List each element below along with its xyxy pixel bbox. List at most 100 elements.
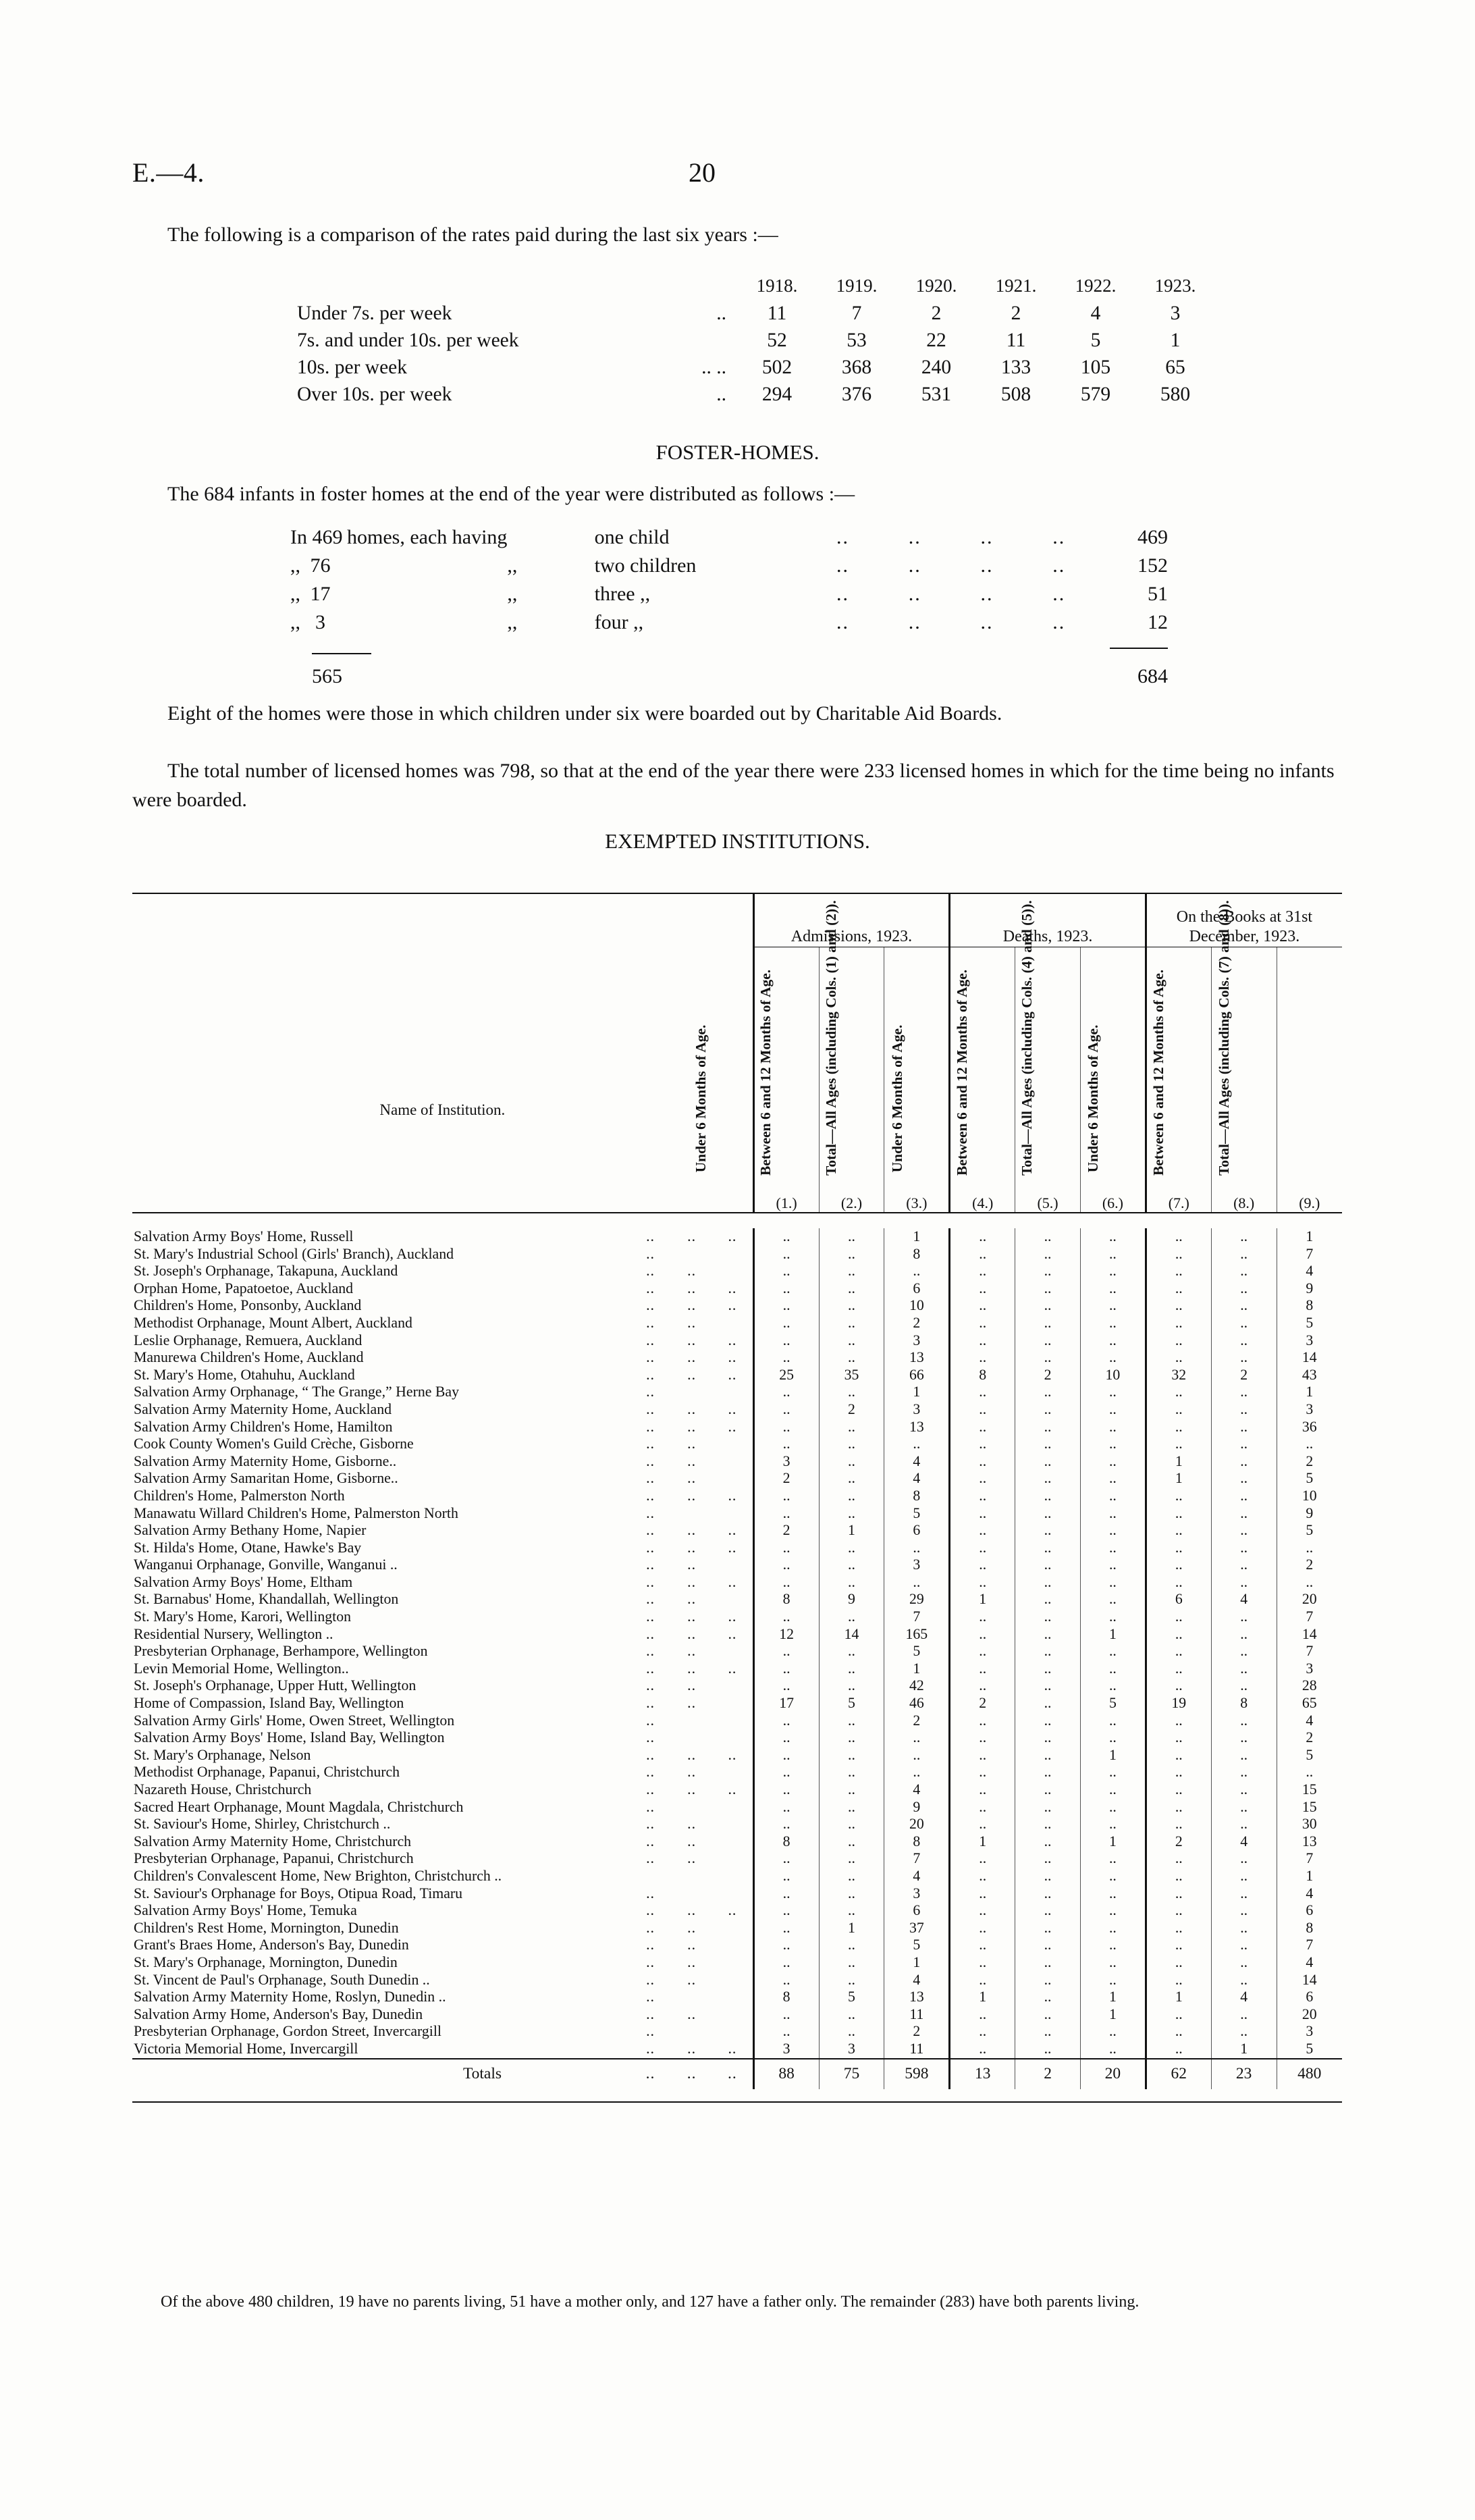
rate-value: 2 [931,302,942,324]
cell-col-8: 4 [1210,1989,1277,2006]
rate-value: 65 [1165,356,1185,378]
cell-col-2: .. [818,1436,884,1453]
table-row: Salvation Army Maternity Home, Roslyn, D… [132,1989,1342,2006]
leader-dots: .. [687,1470,697,1487]
cell-col-1: 3 [752,1452,820,1471]
cell-col-9: 5 [1276,1522,1342,1540]
cell-col-5: .. [1015,1746,1081,1764]
col-number-1: (1.) [752,1101,820,1213]
cell-col-3: .. [884,1573,950,1592]
cell-col-1: 12 [752,1625,820,1644]
cell-col-2: .. [818,1349,884,1367]
foster-count-cell: ,, 76 [290,552,507,580]
foster-homes-word: homes, each having [347,526,508,548]
cell-col-6: .. [1080,2023,1146,2041]
col-header-3: Total—All Ages (including Cols. (1) and … [823,900,950,1176]
cell-col-2: .. [818,1228,884,1246]
rates-header-row: 1918. 1919. 1920. 1921. 1922. 1923. [297,275,1215,300]
leader-dots: .. [646,1487,655,1504]
table-row: ,, 76 ,, two children .. .. .. .. 152 [290,552,1168,580]
cell-col-9: 4 [1276,1953,1342,1972]
leader-dots: .. [646,1228,655,1244]
cell-col-3: 2 [884,1712,950,1730]
cell-col-7: .. [1144,1971,1212,1989]
institution-name: Home of Compassion, Island Bay, Wellingt… [134,1695,404,1712]
rate-value: 4 [1090,302,1101,324]
leader-dots: .. [646,1245,655,1262]
leader-dots [712,1246,753,1263]
leader-dots: .. [646,1729,655,1746]
cell-col-8: .. [1210,1850,1277,1868]
leader-dots: .. [687,1902,697,1919]
total-col-3: 598 [884,2057,950,2089]
cell-col-5: .. [1015,1833,1081,1851]
table-row: Presbyterian Orphanage, Papanui, Christc… [132,1850,1342,1868]
cell-col-8: .. [1210,1539,1277,1557]
leader-dots: .. [1052,554,1066,577]
cell-col-6: .. [1080,1470,1146,1488]
cell-col-1: .. [752,1418,820,1436]
table-row: St. Mary's Home, Otahuhu, Auckland......… [132,1366,1342,1384]
cell-col-9: 2 [1276,1729,1342,1747]
cell-col-7: .. [1144,1504,1212,1523]
cell-col-9: 65 [1276,1695,1342,1712]
leader-dots: .. [646,1591,655,1608]
cell-col-8: .. [1210,1280,1277,1298]
paper-signature: E.—4. [132,157,205,188]
foster-ditto: ,, [507,583,518,605]
cell-col-3: 11 [884,2040,950,2059]
cell-col-3: 4 [884,1867,950,1885]
foster-value: 51 [1148,583,1168,605]
cell-col-1: .. [752,1332,820,1350]
cell-col-7: 1 [1144,1452,1212,1471]
cell-col-4: .. [948,1573,1015,1592]
cell-col-4: .. [948,1902,1015,1920]
leader-dots: .. [687,1297,697,1314]
cell-col-2: .. [818,1470,884,1488]
foster-total-left: 565 [312,665,342,687]
cell-col-9: 2 [1276,1452,1342,1471]
table-row: St. Mary's Orphanage, Mornington, Dunedi… [132,1953,1342,1972]
cell-col-4: .. [948,1297,1015,1315]
leader-dots: .. [646,1885,655,1901]
cell-col-3: 2 [884,2023,950,2041]
cell-col-1: .. [752,1400,820,1419]
cell-col-2: .. [818,1263,884,1280]
cell-col-9: 5 [1276,1314,1342,1332]
cell-col-4: .. [948,2005,1015,2024]
cell-col-7: .. [1144,1643,1212,1660]
cell-col-2: .. [818,1885,884,1903]
col-header-7: Under 6 Months of Age. [1085,947,1212,1172]
institution-name: Salvation Army Boys' Home, Eltham [134,1573,353,1590]
leader-dots [712,1505,753,1523]
cell-col-9: 14 [1276,1349,1342,1367]
leader-dots [671,1989,712,2006]
cell-col-9: 3 [1276,2023,1342,2041]
cell-col-6: 1 [1080,1989,1146,2006]
cell-col-6: .. [1080,1245,1146,1263]
cell-col-5: .. [1015,1297,1081,1315]
cell-col-5: .. [1015,1660,1081,1678]
cell-col-7: .. [1144,2005,1212,2024]
cell-col-9: 14 [1276,1971,1342,1989]
cell-col-5: .. [1015,1781,1081,1799]
institution-name: St. Hilda's Home, Otane, Hawke's Bay [134,1539,362,1556]
col-header-1: Under 6 Months of Age. [693,947,820,1172]
cell-col-2: .. [818,1902,884,1920]
cell-col-4: .. [948,1798,1015,1816]
table-row: St. Mary's Orphanage, Nelson............… [132,1746,1342,1764]
cell-col-1: 2 [752,1470,820,1488]
cell-col-2: 9 [818,1591,884,1609]
cell-col-9: 1 [1276,1228,1342,1246]
cell-col-8: .. [1210,1902,1277,1920]
cell-col-8: .. [1210,1729,1277,1747]
col-number-8: (8.) [1210,1101,1277,1213]
cell-col-3: 37 [884,1919,950,1937]
cell-col-5: .. [1015,2040,1081,2059]
cell-col-5: 2 [1015,1366,1081,1384]
cell-col-8: .. [1210,1712,1277,1730]
cell-col-4: .. [948,1643,1015,1660]
foster-desc: three ,, [594,583,651,605]
cell-col-7: 1 [1144,1989,1212,2006]
leader-dots [712,2006,753,2024]
